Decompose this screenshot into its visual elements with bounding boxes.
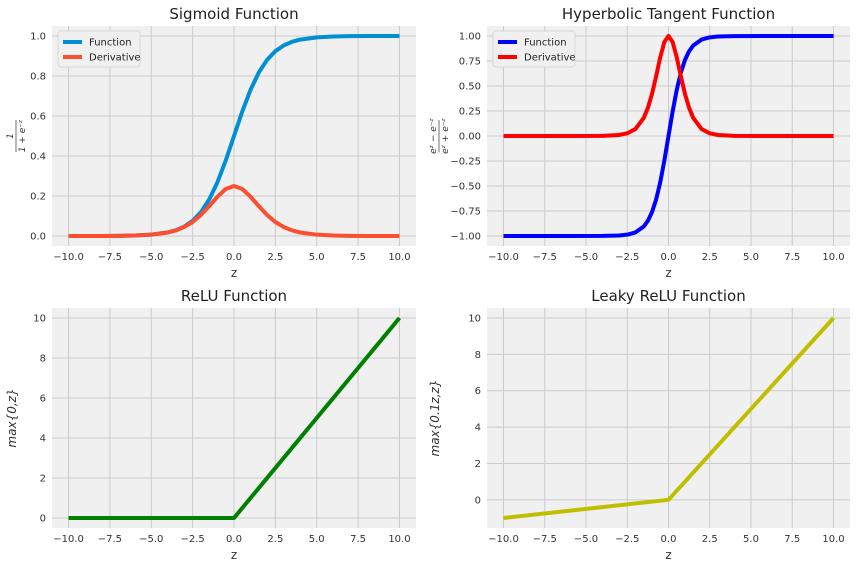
x-tick-label: 2.5 [267, 252, 283, 263]
x-tick-label: 5.0 [743, 534, 759, 545]
legend: Function Derivative [492, 30, 576, 68]
y-tick-label: 0.6 [30, 112, 46, 123]
x-tick-label: −5.0 [139, 534, 163, 545]
y-axis-label-denominator: eᶻ + e⁻ᶻ [441, 118, 451, 154]
y-tick-label: 4 [475, 423, 481, 434]
series-line-derivative [503, 34, 834, 138]
x-axis-label: z [231, 266, 237, 280]
x-tick-label: −7.5 [533, 252, 557, 263]
chart-panel-2: −10.0 −7.5 −5.0 −2.5 0.0 2.5 5.0 7.5 10.0 −1.00 −0… [429, 5, 850, 280]
y-tick-label: 0.25 [459, 107, 481, 118]
y-tick-label: 0 [40, 514, 46, 525]
x-axis-label: z [231, 548, 237, 562]
y-tick-label: 10 [468, 314, 481, 325]
x-tick-label: −5.0 [574, 252, 598, 263]
y-tick-label: 1.0 [30, 32, 46, 43]
x-tick-label: 10.0 [822, 252, 844, 263]
x-tick-label: −10.0 [488, 252, 519, 263]
y-tick-label: 0.00 [459, 132, 481, 143]
y-tick-label: 0.75 [459, 57, 481, 68]
y-axis-label-fraction: eᶻ − e⁻ᶻ eᶻ + e⁻ᶻ [429, 118, 451, 154]
x-tick-label: −2.5 [180, 252, 204, 263]
y-tick-label: 1.00 [459, 32, 481, 43]
legend-entry: Derivative [89, 53, 141, 64]
y-axis-label-numerator: eᶻ − e⁻ᶻ [429, 118, 439, 154]
x-tick-label: 10.0 [388, 252, 410, 263]
chart-panel-1: −10.0 −7.5 −5.0 −2.5 0.0 2.5 5.0 7.5 10.0 0.0 0.2 0… [6, 5, 416, 280]
x-tick-label: 2.5 [267, 534, 283, 545]
x-tick-label: −5.0 [574, 534, 598, 545]
legend-entry: Function [524, 38, 567, 49]
y-tick-label: 0.0 [30, 232, 46, 243]
y-tick-label: 8 [475, 350, 481, 361]
y-tick-label: 2 [475, 459, 481, 470]
y-tick-label: 0.4 [30, 152, 46, 163]
series-line-main [68, 316, 401, 520]
series-line-derivative [68, 184, 400, 238]
y-tick-label: −0.50 [450, 182, 481, 193]
x-tick-label: −5.0 [139, 252, 163, 263]
x-tick-label: 5.0 [743, 252, 759, 263]
x-tick-label: 5.0 [309, 252, 325, 263]
y-axis-label-numerator: 1 [6, 133, 16, 139]
y-tick-label: 0.2 [30, 192, 46, 203]
y-axis-label: max{0.1z,z} [428, 380, 442, 457]
legend: Function Derivative [57, 30, 141, 68]
y-tick-label: 0 [475, 495, 481, 506]
x-tick-label: −10.0 [53, 534, 84, 545]
legend-entry: Derivative [524, 53, 576, 64]
x-tick-label: 0.0 [661, 534, 677, 545]
x-tick-label: 10.0 [822, 534, 844, 545]
x-tick-label: 5.0 [309, 534, 325, 545]
x-tick-label: −7.5 [98, 252, 122, 263]
x-tick-label: −7.5 [533, 534, 557, 545]
y-tick-label: 0.50 [459, 82, 481, 93]
x-axis-label: z [665, 266, 671, 280]
series-line-function [503, 34, 834, 238]
x-tick-label: −10.0 [53, 252, 84, 263]
x-tick-label: 2.5 [702, 534, 718, 545]
y-tick-label: 8 [40, 354, 46, 365]
chart-panel-3: −10.0 −7.5 −5.0 −2.5 0.0 2.5 5.0 7.5 10.0 0 2 4 6 8 10… [5, 287, 416, 562]
chart-title: Sigmoid Function [169, 5, 298, 23]
chart-title: Hyperbolic Tangent Function [562, 5, 775, 23]
x-tick-label: 0.0 [226, 252, 242, 263]
y-tick-label: 6 [475, 386, 481, 397]
y-tick-label: 2 [40, 474, 46, 485]
y-axis-label-denominator: 1 + e⁻ᶻ [18, 120, 28, 153]
x-tick-label: −7.5 [98, 534, 122, 545]
x-tick-label: −2.5 [615, 534, 639, 545]
chart-title: ReLU Function [181, 287, 287, 305]
x-tick-label: −2.5 [615, 252, 639, 263]
legend-entry: Function [89, 38, 132, 49]
x-tick-label: 7.5 [784, 252, 800, 263]
x-tick-label: 0.0 [226, 534, 242, 545]
x-tick-label: 10.0 [388, 534, 410, 545]
x-tick-label: 7.5 [350, 534, 366, 545]
y-tick-label: −1.00 [450, 232, 481, 243]
y-tick-label: 0.8 [30, 72, 46, 83]
x-axis-label: z [665, 548, 671, 562]
y-tick-label: −0.75 [450, 207, 481, 218]
x-tick-label: 7.5 [784, 534, 800, 545]
y-tick-label: 10 [33, 314, 46, 325]
x-tick-label: −2.5 [180, 534, 204, 545]
x-tick-label: 0.0 [661, 252, 677, 263]
y-axis-label: max{0,z} [5, 388, 19, 447]
y-tick-label: 6 [40, 394, 46, 405]
y-tick-label: −0.25 [450, 157, 481, 168]
x-tick-label: 2.5 [702, 252, 718, 263]
x-tick-label: 7.5 [350, 252, 366, 263]
x-tick-label: −10.0 [488, 534, 519, 545]
series-line-main [503, 316, 835, 520]
y-tick-label: 4 [40, 434, 46, 445]
chart-panel-4: −10.0 −7.5 −5.0 −2.5 0.0 2.5 5.0 7.5 10.0 0 2 4 6 8 10… [428, 287, 850, 562]
chart-title: Leaky ReLU Function [591, 287, 745, 305]
